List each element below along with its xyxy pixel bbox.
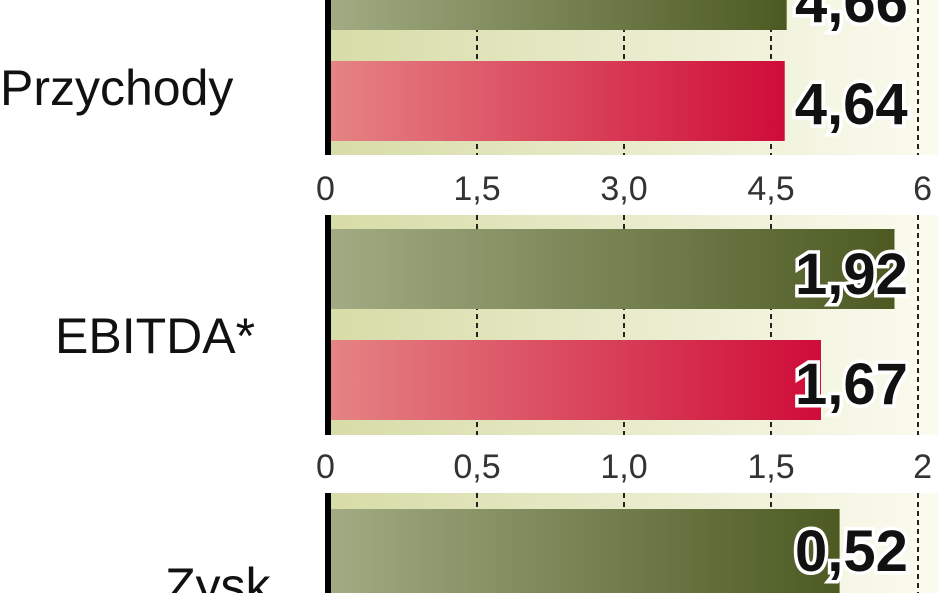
tick-label: 0 [316, 170, 335, 208]
tick-label: 0 [316, 448, 335, 486]
data-label-przychody-series-1: 4,66 [795, 0, 908, 35]
category-label-zysk: Zysk [165, 558, 272, 593]
tick-label: 1,0 [600, 448, 647, 486]
tick-label: 1,5 [453, 170, 500, 208]
axis-line [325, 493, 331, 593]
axis-line [325, 0, 331, 155]
tick-label: 3,0 [600, 170, 647, 208]
chart-section-przychody: 4,66 4,64 Przychody 0 1,5 3,0 4,5 6 [0, 0, 938, 208]
bar-przychody-series-2 [330, 61, 785, 141]
tick-label: 1,5 [747, 448, 794, 486]
tick-label: 2 [913, 448, 932, 486]
bar-zysk-series-1 [330, 509, 840, 593]
data-label-ebitda-series-2: 1,67 [795, 352, 908, 417]
chart-section-ebitda: 1,92 1,67 EBITDA* 0 0,5 1,0 1,5 2 [55, 215, 938, 486]
data-label-ebitda-series-1: 1,92 [795, 242, 908, 307]
bar-ebitda-series-1 [330, 229, 895, 309]
data-label-przychody-series-2: 4,64 [795, 72, 908, 137]
tick-label: 0,5 [453, 448, 500, 486]
data-label-zysk-series-1: 0,52 [795, 519, 908, 584]
chart-section-zysk: 0,52 Zysk [165, 493, 938, 593]
category-label-ebitda: EBITDA* [55, 308, 255, 364]
category-label-przychody: Przychody [0, 60, 233, 116]
bar-przychody-series-1 [330, 0, 787, 30]
tick-label: 4,5 [747, 170, 794, 208]
bar-ebitda-series-2 [330, 340, 821, 420]
axis-line [325, 215, 331, 435]
tick-label: 6 [913, 170, 932, 208]
